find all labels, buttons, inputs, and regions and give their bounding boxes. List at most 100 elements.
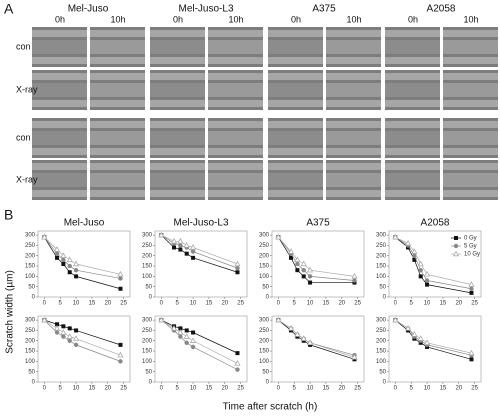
cell-front: [268, 30, 323, 37]
plot-frame: [271, 315, 365, 383]
scratch-area: [32, 173, 87, 187]
marker: [61, 324, 66, 329]
marker: [67, 338, 72, 343]
cell-front: [385, 163, 440, 170]
x-tick-label: 5: [410, 386, 414, 392]
time-label: 0h: [55, 14, 65, 24]
y-tick-label: 300: [376, 233, 387, 239]
x-tick-label: 15: [440, 386, 447, 392]
marker: [53, 246, 61, 252]
marker: [411, 331, 418, 337]
marker: [351, 272, 358, 279]
x-tick-label: 20: [104, 386, 111, 392]
x-tick-label: 10: [424, 301, 431, 307]
marker: [308, 280, 313, 285]
marker: [392, 316, 399, 323]
x-tick-label: 20: [104, 301, 111, 307]
series-line: [395, 319, 472, 356]
x-tick-label: 20: [338, 386, 345, 392]
scratch-area: [150, 131, 205, 145]
marker: [118, 342, 123, 347]
cell-front: [32, 57, 87, 64]
plot-frame: [271, 230, 365, 298]
x-tick-label: 10: [190, 301, 197, 307]
cell-front: [385, 30, 440, 37]
marker: [191, 255, 196, 260]
cell-front: [90, 163, 145, 170]
marker: [468, 349, 475, 356]
x-tick-label: 10: [73, 386, 80, 392]
x-tick-label: 15: [323, 386, 330, 392]
marker: [172, 245, 177, 250]
chart-title: Mel-Juso: [64, 218, 105, 229]
cell-front: [32, 30, 87, 37]
marker: [170, 324, 178, 331]
cell-front: [326, 100, 381, 107]
y-tick-label: 150: [376, 349, 387, 355]
scratch-area: [208, 83, 263, 97]
scratch-area: [150, 40, 205, 54]
legend-marker: [453, 243, 459, 249]
x-tick-label: 5: [293, 386, 297, 392]
x-tick-label: 15: [323, 301, 330, 307]
cell-line-label: A2058: [427, 4, 456, 15]
marker: [191, 330, 196, 335]
scratch-area: [443, 131, 498, 145]
y-tick-label: 0: [383, 295, 387, 301]
marker: [178, 334, 183, 339]
y-tick-label: 50: [145, 284, 152, 290]
y-tick-label: 200: [142, 338, 153, 344]
x-tick-label: 25: [237, 301, 244, 307]
y-tick-label: 250: [25, 328, 36, 334]
marker: [67, 270, 72, 275]
marker: [352, 278, 357, 283]
marker: [66, 256, 73, 263]
marker: [469, 286, 474, 291]
x-tick-label: 0: [394, 386, 398, 392]
y-tick-label: 100: [25, 274, 36, 280]
x-tick-label: 10: [307, 386, 314, 392]
marker: [234, 260, 241, 267]
y-tick-label: 300: [25, 318, 36, 324]
marker: [60, 329, 67, 335]
scratch-area: [208, 131, 263, 145]
marker: [423, 339, 431, 346]
marker: [306, 266, 314, 273]
marker: [190, 249, 196, 254]
x-tick-label: 25: [471, 386, 478, 392]
marker: [294, 331, 301, 337]
series-line: [395, 319, 472, 354]
scratch-area: [326, 131, 381, 145]
cell-front: [208, 163, 263, 170]
marker: [235, 270, 240, 275]
cell-front: [32, 148, 87, 155]
chart-title: A2058: [421, 218, 450, 229]
marker: [189, 337, 197, 343]
cell-line-label: Mel-Juso-L3: [178, 4, 233, 15]
marker: [118, 286, 123, 291]
cell-front: [268, 148, 323, 155]
y-tick-label: 250: [142, 328, 153, 334]
scratch-area: [150, 83, 205, 97]
cell-front: [443, 30, 498, 37]
marker: [301, 274, 306, 279]
cell-front: [385, 148, 440, 155]
marker: [300, 260, 307, 267]
y-tick-label: 200: [25, 338, 36, 344]
x-tick-label: 25: [237, 386, 244, 392]
x-tick-label: 25: [354, 386, 361, 392]
x-tick-label: 15: [440, 301, 447, 307]
cell-front: [208, 100, 263, 107]
plot-frame: [154, 230, 248, 298]
cell-front: [268, 190, 323, 197]
marker: [158, 231, 165, 238]
marker: [61, 334, 66, 339]
scratch-area: [385, 173, 440, 187]
y-tick-label: 150: [25, 349, 36, 355]
x-tick-label: 5: [176, 301, 180, 307]
scratch-area: [32, 40, 87, 54]
scratch-area: [326, 40, 381, 54]
scratch-area: [443, 40, 498, 54]
marker: [178, 247, 183, 252]
